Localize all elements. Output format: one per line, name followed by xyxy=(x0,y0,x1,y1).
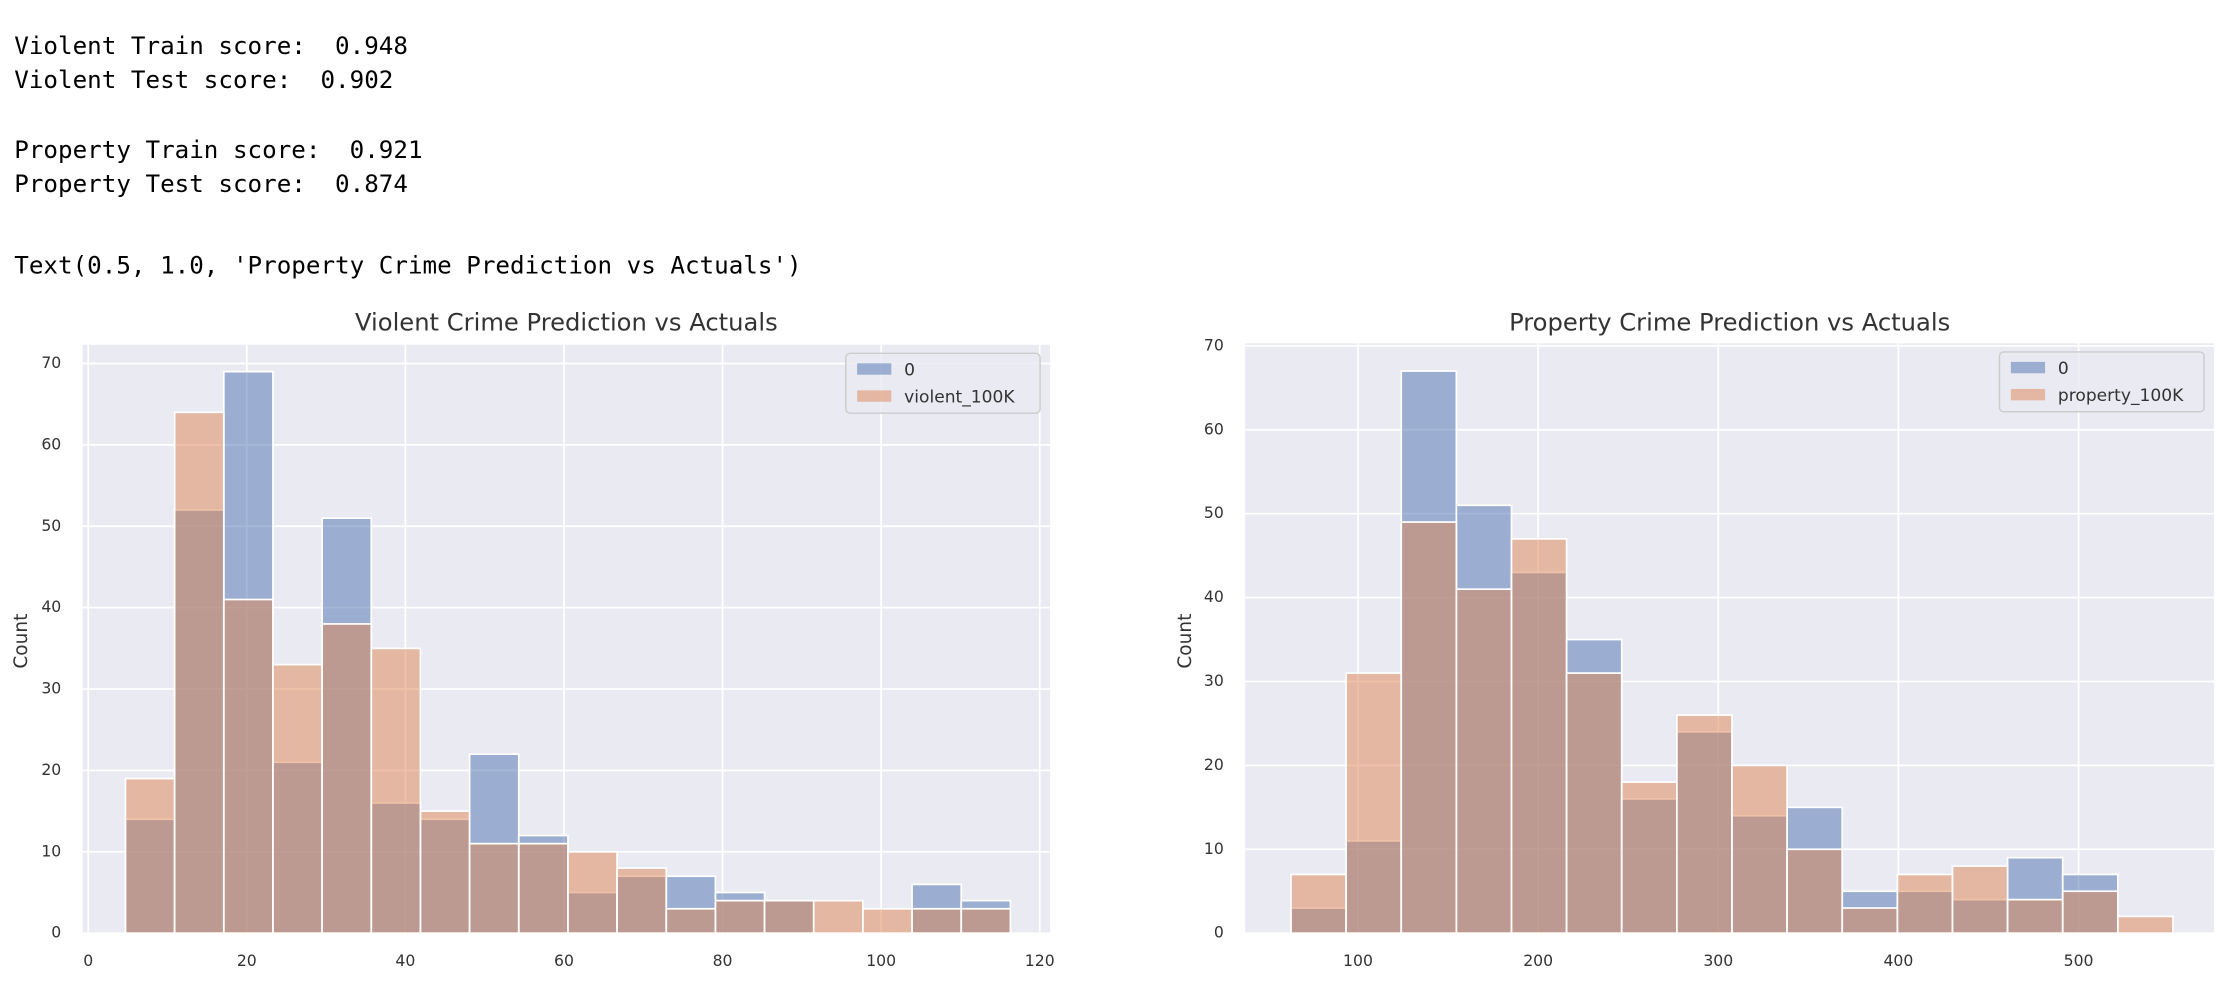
histogram-bar xyxy=(370,647,422,935)
x-tick-label: 100 xyxy=(1343,951,1373,970)
x-tick-label: 100 xyxy=(866,951,896,970)
x-tick-label: 0 xyxy=(83,951,93,970)
legend-swatch xyxy=(857,363,892,375)
histogram-bar xyxy=(1455,588,1513,935)
legend-label: 0 xyxy=(2058,359,2069,379)
legend-swatch xyxy=(2010,361,2046,374)
histogram-bar xyxy=(1565,672,1623,935)
legend-label: violent_100K xyxy=(904,387,1015,407)
y-tick-label: 30 xyxy=(1204,671,1224,690)
histogram-bar xyxy=(419,810,471,935)
histogram-bar xyxy=(124,777,176,935)
output-line: Property Test score: 0.874 xyxy=(14,170,408,198)
output-line: Property Train score: 0.921 xyxy=(14,136,422,164)
histogram-bar xyxy=(2116,915,2174,935)
y-tick-label: 40 xyxy=(1204,587,1224,606)
y-tick-label: 10 xyxy=(1204,839,1224,858)
x-tick-label: 40 xyxy=(395,951,415,970)
histogram-bar xyxy=(1620,781,1678,935)
x-tick-label: 60 xyxy=(554,951,574,970)
legend-box xyxy=(1998,351,2205,413)
histogram-bar xyxy=(272,663,323,935)
histogram-bar xyxy=(1951,865,2009,935)
legend-swatch xyxy=(857,390,892,402)
histogram-bar xyxy=(714,899,766,935)
histogram-bar xyxy=(1896,873,1954,935)
x-tick-label: 200 xyxy=(1523,951,1553,970)
x-tick-label: 300 xyxy=(1703,951,1733,970)
y-tick-label: 0 xyxy=(51,923,61,942)
y-tick-label: 0 xyxy=(1214,923,1224,942)
y-tick-label: 50 xyxy=(41,516,61,535)
legend-box xyxy=(845,352,1041,414)
y-tick-label: 50 xyxy=(1204,503,1224,522)
histogram-bar xyxy=(812,899,864,935)
histogram-bar xyxy=(321,623,373,935)
output-line: Text(0.5, 1.0, 'Property Crime Predictio… xyxy=(14,251,801,279)
y-tick-label: 60 xyxy=(41,434,61,453)
y-tick-label: 10 xyxy=(41,841,61,860)
x-tick-label: 400 xyxy=(1883,951,1913,970)
histogram-bar xyxy=(517,842,569,935)
legend-label: 0 xyxy=(904,360,915,380)
histogram-bar xyxy=(567,850,618,935)
y-tick-label: 40 xyxy=(41,597,61,616)
y-tick-label: 60 xyxy=(1204,419,1224,438)
x-tick-label: 500 xyxy=(2064,951,2094,970)
y-tick-label: 70 xyxy=(1204,335,1224,354)
x-tick-label: 80 xyxy=(713,951,733,970)
histogram-bar xyxy=(468,842,520,935)
histogram-bar xyxy=(862,907,913,935)
histogram-bar xyxy=(665,907,717,935)
histogram-bar xyxy=(222,598,274,935)
y-tick-label: 30 xyxy=(41,679,61,698)
histogram-bar xyxy=(1345,672,1403,935)
histogram-bar xyxy=(616,867,668,935)
chart-title: Property Crime Prediction vs Actuals xyxy=(1509,308,1950,336)
histogram-bar xyxy=(1786,848,1844,935)
histogram-bar xyxy=(1510,537,1568,935)
y-tick-label: 70 xyxy=(41,353,61,372)
y-axis-label: Count xyxy=(1175,614,1196,669)
histogram-bar xyxy=(1731,764,1788,935)
histogram-bar xyxy=(1841,907,1899,935)
histogram-bar xyxy=(2061,890,2119,935)
histogram-bar xyxy=(2006,898,2064,935)
histogram-bar xyxy=(960,907,1012,935)
output-line: Violent Train score: 0.948 xyxy=(14,32,408,60)
y-axis-label: Count xyxy=(11,614,32,669)
legend-label: property_100K xyxy=(2058,386,2184,406)
histogram-bar xyxy=(1290,873,1347,935)
x-tick-label: 20 xyxy=(237,951,257,970)
histogram-bar xyxy=(1675,714,1733,935)
histogram-bar xyxy=(1400,521,1458,935)
chart-title: Violent Crime Prediction vs Actuals xyxy=(355,308,778,336)
output-line: Violent Test score: 0.902 xyxy=(14,66,393,94)
y-tick-label: 20 xyxy=(1204,755,1224,774)
x-tick-label: 120 xyxy=(1025,951,1055,970)
histogram-bar xyxy=(763,899,815,935)
histogram-bar xyxy=(173,411,225,935)
legend-swatch xyxy=(2010,388,2046,401)
y-tick-label: 20 xyxy=(41,760,61,779)
histogram-bar xyxy=(911,907,963,935)
